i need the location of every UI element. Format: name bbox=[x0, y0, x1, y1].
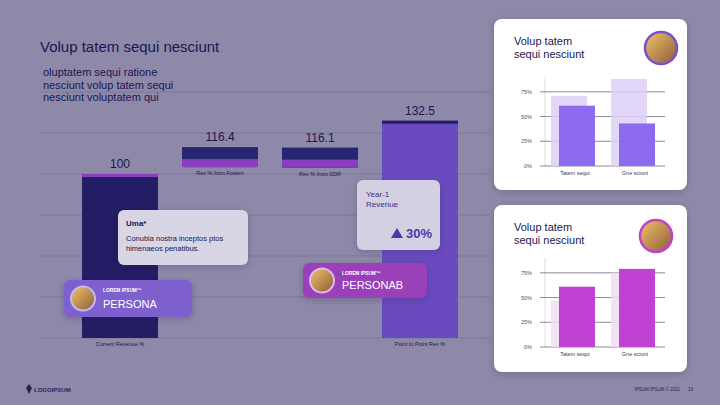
logo-text: LOGOIPSUM bbox=[34, 387, 71, 393]
tick-label: 75% bbox=[521, 89, 532, 95]
data-label: 116.4 bbox=[205, 130, 234, 144]
category-label: Rev % from Fosterr bbox=[196, 170, 244, 176]
avatar bbox=[640, 220, 672, 252]
bar bbox=[619, 269, 655, 347]
persona-tag: LOREM IPSUM™ bbox=[103, 288, 142, 293]
y-axis bbox=[545, 258, 546, 347]
page-number: 19 bbox=[688, 387, 694, 392]
bar-accent bbox=[382, 121, 458, 124]
card-box bbox=[494, 19, 687, 190]
subtitle-line: oluptatem sequi ratione bbox=[43, 66, 157, 78]
card-title-line: Volup tatem bbox=[514, 221, 572, 233]
persona-box bbox=[303, 263, 427, 298]
footer-text: IPSUM IPSUM © 2021 bbox=[634, 386, 680, 392]
bars bbox=[551, 269, 655, 347]
background bbox=[0, 0, 720, 405]
waterfall-marks bbox=[82, 121, 458, 338]
logo-mark bbox=[26, 384, 32, 394]
category-label: Gne sciunt bbox=[622, 170, 649, 176]
kpi-label-line: Revenue bbox=[366, 200, 399, 209]
card-title: Volup tatemsequi nesciunt bbox=[514, 35, 584, 60]
data-label: 116.1 bbox=[305, 131, 334, 145]
tick-label: 25% bbox=[521, 138, 532, 144]
tick-label: 0% bbox=[524, 344, 532, 350]
persona-badge: LOREM IPSUM™ PERSONAB bbox=[303, 263, 427, 298]
up-arrow bbox=[391, 228, 403, 238]
card-title-line: sequi nesciunt bbox=[514, 234, 584, 246]
step-accent bbox=[182, 159, 258, 167]
persona-badge: LOREM IPSUM™ PERSONA bbox=[64, 280, 192, 317]
avatar bbox=[71, 287, 95, 311]
persona-name: PERSONA bbox=[103, 298, 157, 310]
bars bbox=[551, 79, 655, 166]
persona-name: PERSONAB bbox=[342, 279, 403, 291]
callout-box bbox=[118, 210, 248, 265]
card-box bbox=[494, 205, 687, 372]
kpi-label: Year-1Revenue bbox=[366, 190, 399, 209]
category-label: Tatem sequi bbox=[560, 351, 590, 357]
kpi-label-line: Year-1 bbox=[366, 190, 390, 199]
data-label: 132.5 bbox=[405, 104, 435, 118]
card-title: Volup tatemsequi nesciunt bbox=[514, 221, 584, 246]
slide: 100 Current Revenue % 116.4 Rev % from Fost… bbox=[0, 0, 720, 405]
avatar bbox=[645, 32, 677, 64]
subtitle-line: nesciunt volup tatem sequi bbox=[43, 79, 173, 91]
callout-text-line: himenaeos penatibus. bbox=[126, 244, 199, 253]
slide-title: Volup tatem sequi nesciunt bbox=[40, 38, 220, 55]
grid bbox=[40, 92, 490, 338]
category-label: Gne sciunt bbox=[622, 351, 649, 357]
category-label: Current Revenue % bbox=[96, 341, 144, 347]
tick-label: 50% bbox=[521, 114, 532, 120]
tick-label: 50% bbox=[521, 295, 532, 301]
step-bar bbox=[282, 148, 358, 168]
step-accent bbox=[282, 160, 358, 168]
card: Volup tatemsequi nesciunt 0% 25% 50% 75% Tate… bbox=[494, 19, 687, 190]
kpi: Year-1Revenue 30% bbox=[357, 180, 440, 250]
bar-accent bbox=[82, 174, 158, 177]
tick-label: 75% bbox=[521, 270, 532, 276]
callout-name: Uma* bbox=[126, 219, 147, 228]
bar bbox=[559, 106, 595, 166]
data-label: 100 bbox=[110, 157, 130, 171]
subtitle-line: nesciunt voluptatem qui bbox=[43, 91, 159, 103]
callout: Uma* Conubia nostra inceptos ptoshimenaeo… bbox=[118, 210, 248, 265]
kpi-value: 30% bbox=[406, 226, 432, 241]
kpi-box bbox=[357, 180, 440, 250]
bar bbox=[619, 123, 655, 166]
tick-label: 0% bbox=[524, 163, 532, 169]
callout-text-line: Conubia nostra inceptos ptos bbox=[126, 234, 223, 243]
tick-label: 25% bbox=[521, 319, 532, 325]
category-label: Rev % from SDR bbox=[299, 171, 341, 177]
persona-box bbox=[64, 280, 192, 317]
card: Volup tatemsequi nesciunt 0% 25% 50% 75% Tate… bbox=[494, 205, 687, 372]
footer: LOGOIPSUM IPSUM IPSUM © 2021 19 bbox=[26, 384, 694, 394]
avatar bbox=[310, 269, 334, 293]
card-title-line: sequi nesciunt bbox=[514, 48, 584, 60]
callout-text: Conubia nostra inceptos ptoshimenaeos pe… bbox=[126, 234, 223, 253]
y-axis bbox=[545, 77, 546, 166]
persona-tag: LOREM IPSUM™ bbox=[342, 271, 381, 276]
step-bar bbox=[182, 147, 258, 167]
category-label: Point to Point Rev % bbox=[395, 341, 446, 347]
bar bbox=[559, 287, 595, 347]
category-label: Tatem sequi bbox=[560, 170, 590, 176]
card-title-line: Volup tatem bbox=[514, 35, 572, 47]
